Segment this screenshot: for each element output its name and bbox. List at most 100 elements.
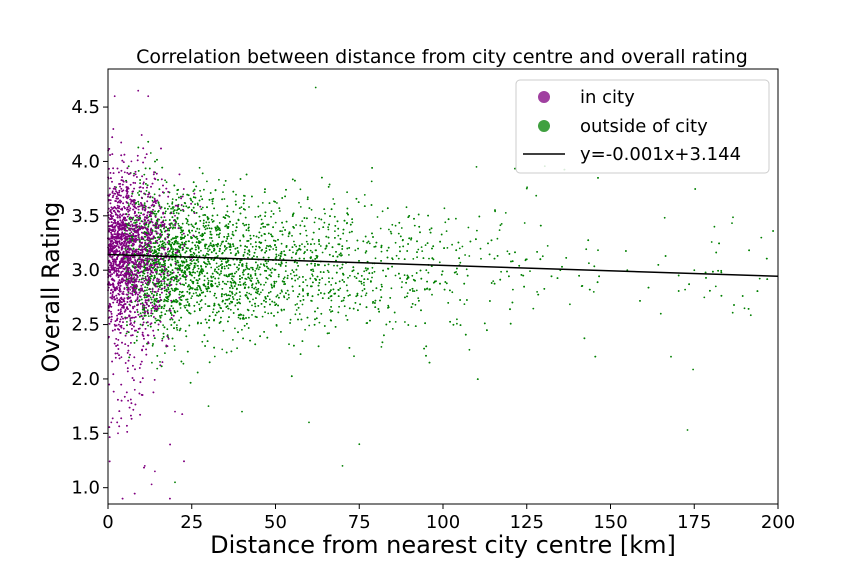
scatter-point-outside-city <box>311 300 313 302</box>
scatter-point-outside-city <box>172 212 175 215</box>
scatter-point-outside-city <box>230 350 233 353</box>
scatter-point-outside-city <box>163 289 166 292</box>
scatter-point-outside-city <box>245 262 248 265</box>
scatter-point-outside-city <box>240 206 243 209</box>
scatter-point-outside-city <box>188 267 191 269</box>
scatter-point-outside-city <box>158 244 161 247</box>
scatter-point-outside-city <box>318 243 321 246</box>
scatter-point-outside-city <box>341 266 343 269</box>
scatter-point-outside-city <box>264 239 267 242</box>
scatter-point-outside-city <box>285 261 288 264</box>
scatter-point-outside-city <box>223 245 226 247</box>
scatter-point-outside-city <box>349 294 351 296</box>
scatter-point-outside-city <box>447 302 450 304</box>
scatter-point-outside-city <box>172 254 175 256</box>
scatter-point-outside-city <box>318 217 320 220</box>
scatter-point-outside-city <box>168 243 171 246</box>
scatter-point-outside-city <box>186 350 189 353</box>
scatter-point-outside-city <box>136 335 138 338</box>
scatter-point-outside-city <box>188 284 190 286</box>
scatter-point-outside-city <box>216 233 218 236</box>
scatter-point-outside-city <box>269 290 272 293</box>
scatter-point-outside-city <box>310 268 313 271</box>
scatter-point-outside-city <box>174 267 177 270</box>
scatter-point-outside-city <box>203 188 205 191</box>
scatter-point-outside-city <box>213 247 216 250</box>
scatter-point-outside-city <box>345 240 348 242</box>
scatter-point-outside-city <box>539 258 542 261</box>
scatter-point-outside-city <box>463 303 466 305</box>
scatter-point-outside-city <box>176 216 179 219</box>
scatter-point-outside-city <box>182 264 184 267</box>
scatter-point-outside-city <box>173 184 176 187</box>
scatter-point-outside-city <box>319 271 322 273</box>
scatter-point-outside-city <box>226 225 229 228</box>
scatter-point-outside-city <box>407 324 410 326</box>
scatter-point-outside-city <box>408 237 411 240</box>
scatter-point-outside-city <box>440 233 443 236</box>
scatter-point-outside-city <box>235 270 238 273</box>
scatter-point-outside-city <box>174 253 177 256</box>
scatter-point-outside-city <box>451 291 454 294</box>
scatter-point-outside-city <box>281 233 284 236</box>
scatter-point-outside-city <box>416 256 418 259</box>
scatter-point-outside-city <box>223 267 226 270</box>
scatter-point-outside-city <box>267 245 270 248</box>
scatter-point-outside-city <box>301 340 304 342</box>
scatter-point-outside-city <box>193 304 196 307</box>
scatter-point-outside-city <box>228 275 230 277</box>
scatter-point-outside-city <box>217 303 220 306</box>
scatter-point-outside-city <box>186 219 189 221</box>
scatter-point-outside-city <box>159 293 161 296</box>
scatter-point-outside-city <box>324 247 327 250</box>
scatter-point-outside-city <box>455 217 457 220</box>
scatter-point-outside-city <box>315 279 317 281</box>
scatter-point-outside-city <box>500 270 502 273</box>
scatter-point-outside-city <box>261 202 264 204</box>
scatter-point-outside-city <box>237 308 239 311</box>
scatter-point-outside-city <box>693 269 696 272</box>
scatter-point-outside-city <box>168 205 171 208</box>
scatter-point-outside-city <box>328 277 330 279</box>
scatter-point-outside-city <box>443 288 446 291</box>
scatter-point-outside-city <box>180 360 183 363</box>
scatter-point-outside-city <box>224 302 227 305</box>
scatter-point-outside-city <box>312 281 314 284</box>
scatter-point-outside-city <box>509 322 512 325</box>
scatter-point-outside-city <box>226 280 229 283</box>
scatter-point-outside-city <box>231 291 233 294</box>
scatter-point-outside-city <box>143 315 146 317</box>
scatter-point-outside-city <box>320 292 322 294</box>
scatter-point-outside-city <box>375 287 378 290</box>
scatter-point-outside-city <box>197 267 200 270</box>
scatter-point-outside-city <box>159 315 161 317</box>
scatter-point-outside-city <box>242 337 245 340</box>
scatter-point-outside-city <box>176 241 179 243</box>
scatter-point-outside-city <box>334 326 337 328</box>
scatter-point-outside-city <box>264 211 267 214</box>
scatter-point-outside-city <box>380 296 383 299</box>
scatter-point-outside-city <box>467 226 470 229</box>
scatter-point-outside-city <box>284 283 286 285</box>
scatter-point-outside-city <box>556 277 559 279</box>
scatter-point-outside-city <box>496 255 499 257</box>
scatter-point-outside-city <box>196 282 199 285</box>
scatter-point-outside-city <box>172 207 174 210</box>
scatter-point-outside-city <box>177 271 180 274</box>
scatter-point-outside-city <box>220 316 222 319</box>
scatter-point-outside-city <box>241 271 244 274</box>
scatter-point-outside-city <box>578 274 580 277</box>
scatter-point-outside-city <box>299 232 302 235</box>
scatter-point-outside-city <box>258 231 261 234</box>
scatter-point-outside-city <box>334 282 337 285</box>
scatter-point-outside-city <box>168 282 171 285</box>
scatter-point-outside-city <box>236 302 239 305</box>
scatter-point-outside-city <box>174 227 177 229</box>
scatter-point-outside-city <box>340 300 343 302</box>
scatter-point-outside-city <box>164 210 167 213</box>
scatter-point-outside-city <box>362 240 365 243</box>
scatter-point-outside-city <box>263 264 265 266</box>
scatter-point-outside-city <box>195 288 197 291</box>
scatter-point-outside-city <box>228 216 231 218</box>
scatter-point-outside-city <box>694 188 697 190</box>
